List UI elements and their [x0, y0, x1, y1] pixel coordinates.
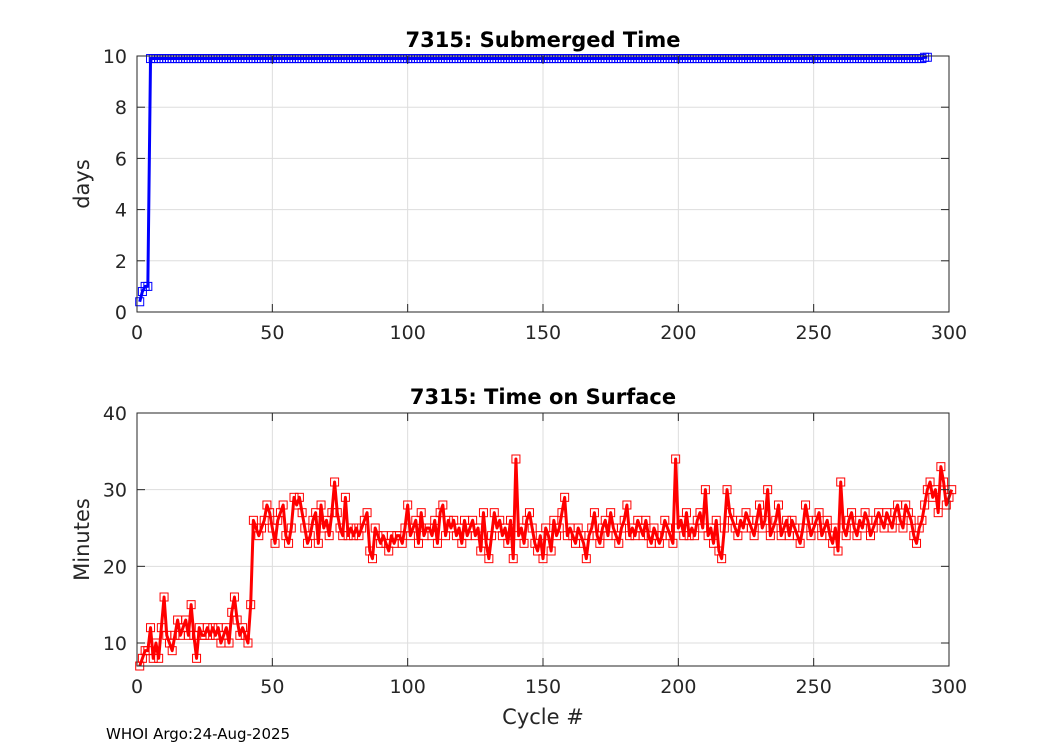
surface-ytick-label: 40 — [103, 403, 127, 425]
surface-x-axis-label: Cycle # — [502, 705, 584, 729]
submerged-xtick-label: 0 — [131, 322, 143, 344]
surface-xtick-label: 200 — [660, 676, 696, 698]
submerged-xtick-label: 200 — [660, 322, 696, 344]
surface-xtick-label: 50 — [260, 676, 284, 698]
surface-xtick-label: 0 — [131, 676, 143, 698]
surface-y-axis-label: Minutes — [70, 498, 94, 581]
submerged-ytick-label: 6 — [115, 148, 127, 170]
submerged-xtick-label: 250 — [796, 322, 832, 344]
surface-xtick-label: 150 — [525, 676, 561, 698]
surface-time-axes: 0 50 100 150 200 250 300 10 20 30 40 7315: Time on … — [70, 385, 967, 729]
surface-series-line — [138, 457, 954, 667]
submerged-chart-title: 7315: Submerged Time — [405, 28, 680, 52]
submerged-y-axis-label: days — [70, 159, 94, 209]
submerged-time-axes: 0 50 100 150 200 250 300 0 2 4 6 8 10 7315: Submerged… — [70, 28, 967, 344]
submerged-xtick-label: 300 — [931, 322, 967, 344]
submerged-ytick-label: 4 — [115, 200, 127, 222]
footer-credit: WHOI Argo:24-Aug-2025 — [106, 725, 291, 743]
surface-chart-title: 7315: Time on Surface — [410, 385, 676, 409]
submerged-ytick-label: 10 — [103, 46, 127, 68]
submerged-ytick-label: 0 — [115, 302, 127, 324]
surface-ytick-label: 30 — [103, 480, 127, 502]
submerged-ytick-label: 8 — [115, 97, 127, 119]
surface-ytick-label: 20 — [103, 556, 127, 578]
submerged-xtick-label: 150 — [525, 322, 561, 344]
submerged-ytick-label: 2 — [115, 251, 127, 273]
surface-xtick-label: 250 — [796, 676, 832, 698]
surface-xtick-label: 100 — [390, 676, 426, 698]
surface-xtick-label: 300 — [931, 676, 967, 698]
submerged-xtick-label: 50 — [260, 322, 284, 344]
submerged-series-line — [138, 55, 928, 303]
submerged-xtick-label: 100 — [390, 322, 426, 344]
surface-ytick-label: 10 — [103, 633, 127, 655]
